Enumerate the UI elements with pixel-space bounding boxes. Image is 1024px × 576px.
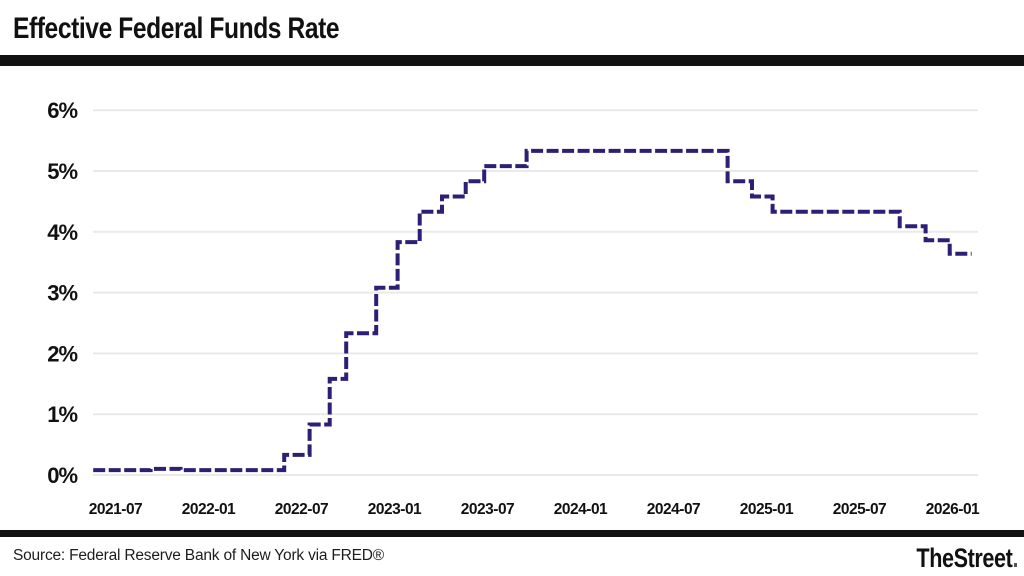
x-tick-label: 2022-01 xyxy=(182,501,236,518)
source-attribution: Source: Federal Reserve Bank of New York… xyxy=(13,547,384,564)
thestreet-logo-dot: . xyxy=(1012,543,1018,573)
x-tick-label: 2023-07 xyxy=(461,501,514,518)
y-tick-label: 4% xyxy=(47,220,77,245)
x-tick-label: 2025-07 xyxy=(833,501,886,518)
y-tick-label: 3% xyxy=(47,281,77,306)
x-tick-label: 2026-01 xyxy=(926,501,980,518)
x-tick-label: 2021-07 xyxy=(89,501,142,518)
y-tick-label: 6% xyxy=(47,98,77,123)
x-tick-label: 2024-07 xyxy=(647,501,700,518)
x-tick-label: 2023-01 xyxy=(368,501,422,518)
effective-federal-funds-rate-line xyxy=(93,148,972,473)
x-tick-label: 2024-01 xyxy=(554,501,608,518)
thestreet-logo-text: TheStreet xyxy=(916,543,1013,573)
x-tick-label: 2025-01 xyxy=(740,501,794,518)
page-title: Effective Federal Funds Rate xyxy=(13,12,340,45)
x-tick-label: 2022-07 xyxy=(275,501,328,518)
y-tick-label: 5% xyxy=(47,159,77,184)
y-tick-label: 0% xyxy=(47,463,77,488)
thestreet-logo: TheStreet. xyxy=(916,543,1018,574)
y-tick-label: 2% xyxy=(47,341,77,366)
y-tick-label: 1% xyxy=(47,402,77,427)
bottom-divider-rule xyxy=(0,530,1024,537)
top-divider-rule xyxy=(0,55,1024,66)
